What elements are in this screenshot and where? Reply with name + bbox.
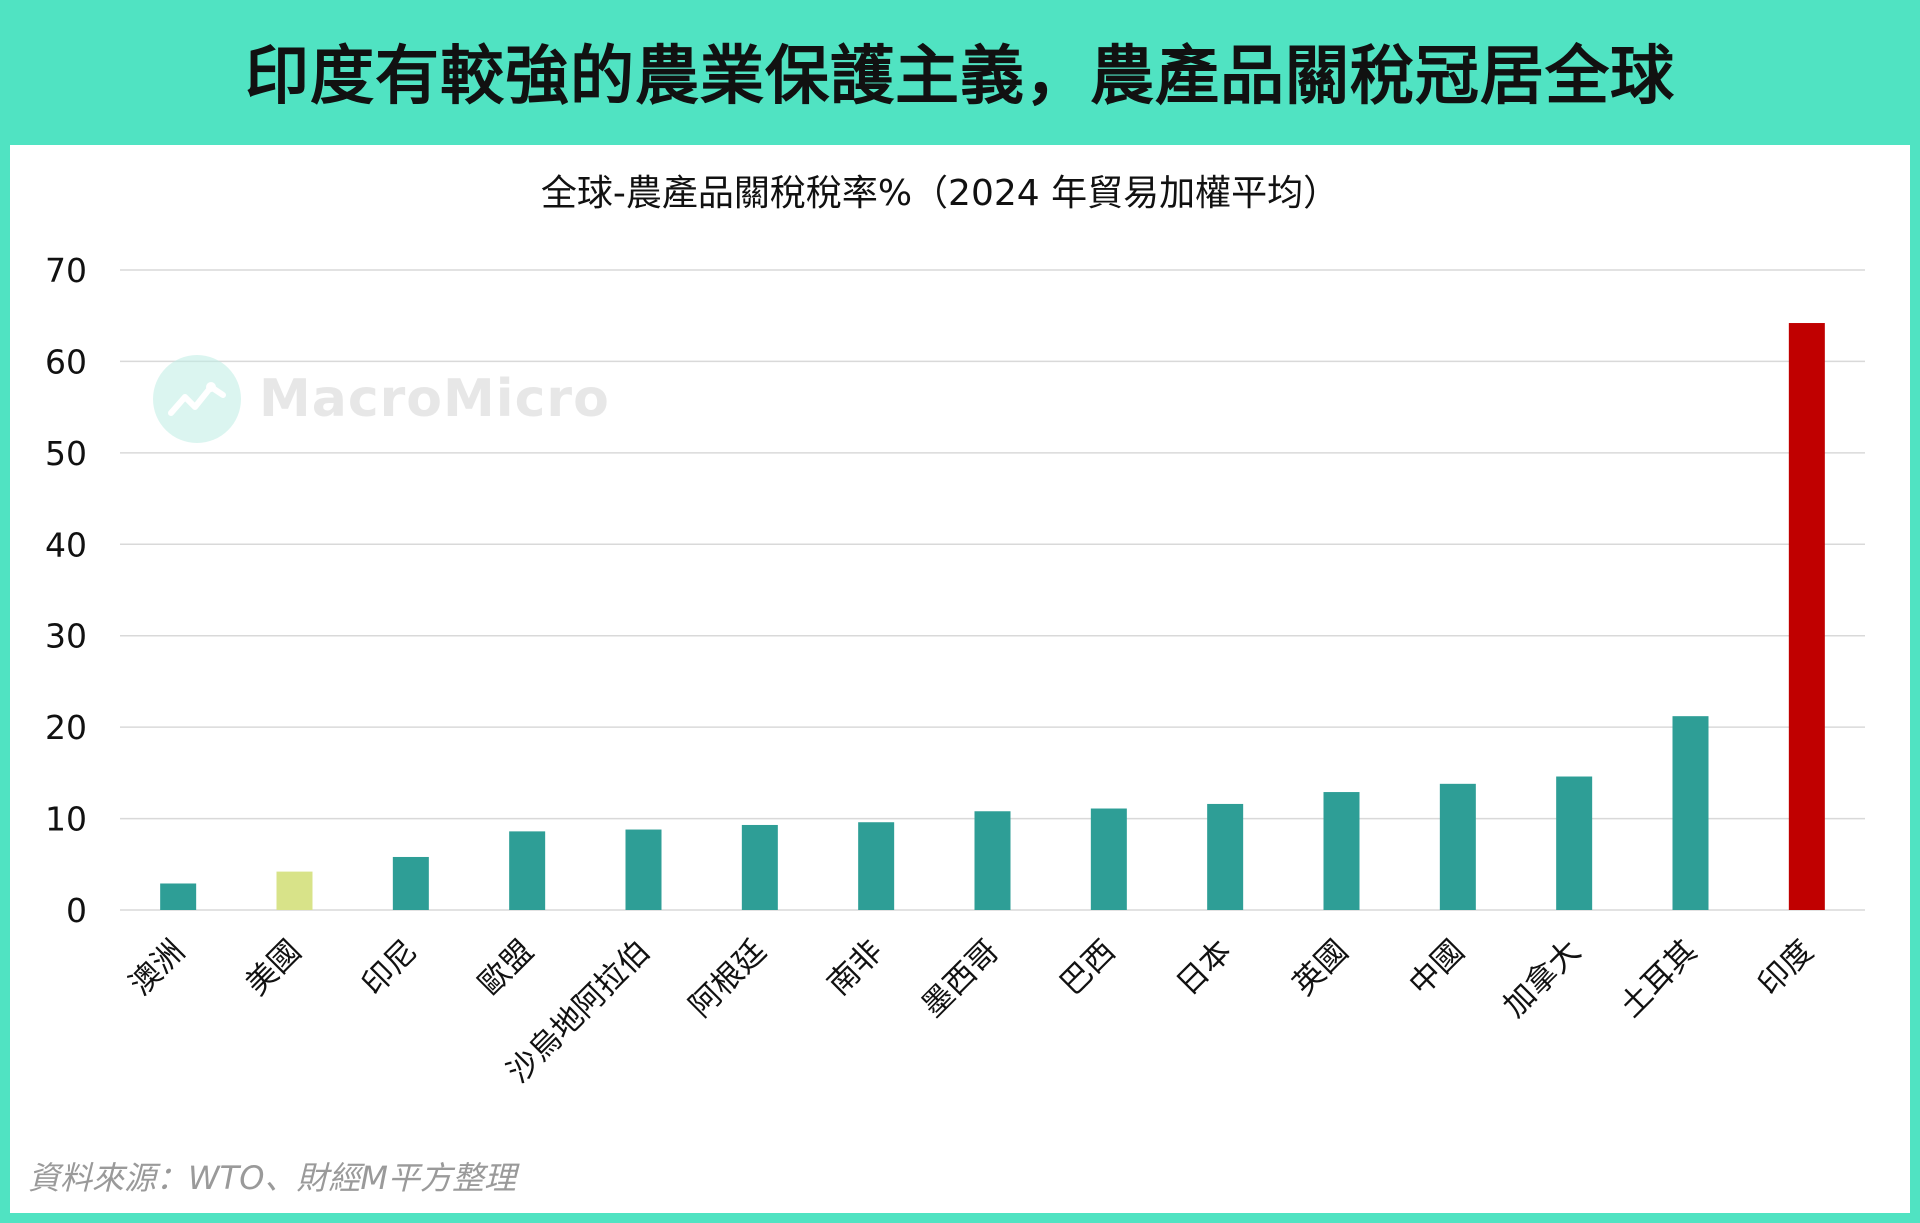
chart-panel: 全球-農產品關稅稅率%（2024 年貿易加權平均） 0 10 20 30 40 50 60 7… [10, 145, 1910, 1213]
x-tick-label: 日本 [1170, 933, 1239, 1002]
x-tick-label: 巴西 [1053, 933, 1122, 1002]
y-axis-ticks: 0 10 20 30 40 50 60 70 [45, 251, 87, 930]
y-tick-label: 0 [66, 891, 87, 930]
bar-7 [974, 811, 1011, 910]
y-tick-label: 40 [45, 525, 87, 564]
bar-chart: 全球-農產品關稅稅率%（2024 年貿易加權平均） 0 10 20 30 40 50 60 7… [45, 173, 1865, 1090]
gridlines [120, 269, 1865, 911]
macromicro-logo-icon [153, 355, 241, 443]
y-tick-label: 20 [45, 708, 87, 747]
bar-1 [276, 871, 313, 910]
bar-14 [1788, 323, 1825, 910]
bar-10 [1323, 792, 1360, 910]
x-tick-label: 歐盟 [472, 933, 541, 1002]
bar-9 [1207, 803, 1244, 910]
bar-5 [741, 824, 778, 910]
bar-12 [1556, 776, 1593, 910]
y-tick-label: 10 [45, 800, 87, 839]
x-tick-label: 印度 [1751, 933, 1820, 1002]
x-tick-label: 南非 [821, 933, 890, 1002]
y-tick-label: 30 [45, 617, 87, 656]
x-tick-label: 美國 [239, 933, 308, 1002]
x-tick-label: 印尼 [355, 933, 424, 1002]
x-tick-label: 土耳其 [1613, 933, 1704, 1024]
bar-0 [160, 883, 197, 910]
chart-title: 全球-農產品關稅稅率%（2024 年貿易加權平均） [541, 173, 1339, 214]
x-tick-label: 墨西哥 [915, 933, 1006, 1024]
header-bar: 印度有較強的農業保護主義，農產品關稅冠居全球 [0, 0, 1920, 142]
bars [160, 323, 1825, 910]
x-tick-label: 中國 [1402, 933, 1471, 1002]
y-tick-label: 60 [45, 342, 87, 381]
watermark-text: MacroMicro [259, 369, 610, 429]
bar-11 [1439, 783, 1476, 910]
bar-3 [509, 831, 546, 910]
bar-6 [858, 822, 895, 910]
watermark: MacroMicro [153, 355, 610, 443]
page-title: 印度有較強的農業保護主義，農產品關稅冠居全球 [245, 40, 1675, 114]
y-tick-label: 50 [45, 434, 87, 473]
x-tick-label: 阿根廷 [682, 933, 773, 1024]
source-note: 資料來源：WTO、財經M平方整理 [28, 1159, 516, 1197]
x-tick-label: 澳洲 [123, 933, 192, 1002]
x-tick-label: 加拿大 [1497, 933, 1588, 1024]
y-tick-label: 70 [45, 251, 87, 290]
bar-8 [1090, 808, 1127, 910]
bar-2 [392, 856, 429, 910]
bar-13 [1672, 716, 1709, 910]
x-tick-label: 英國 [1286, 933, 1355, 1002]
bar-4 [625, 829, 662, 910]
